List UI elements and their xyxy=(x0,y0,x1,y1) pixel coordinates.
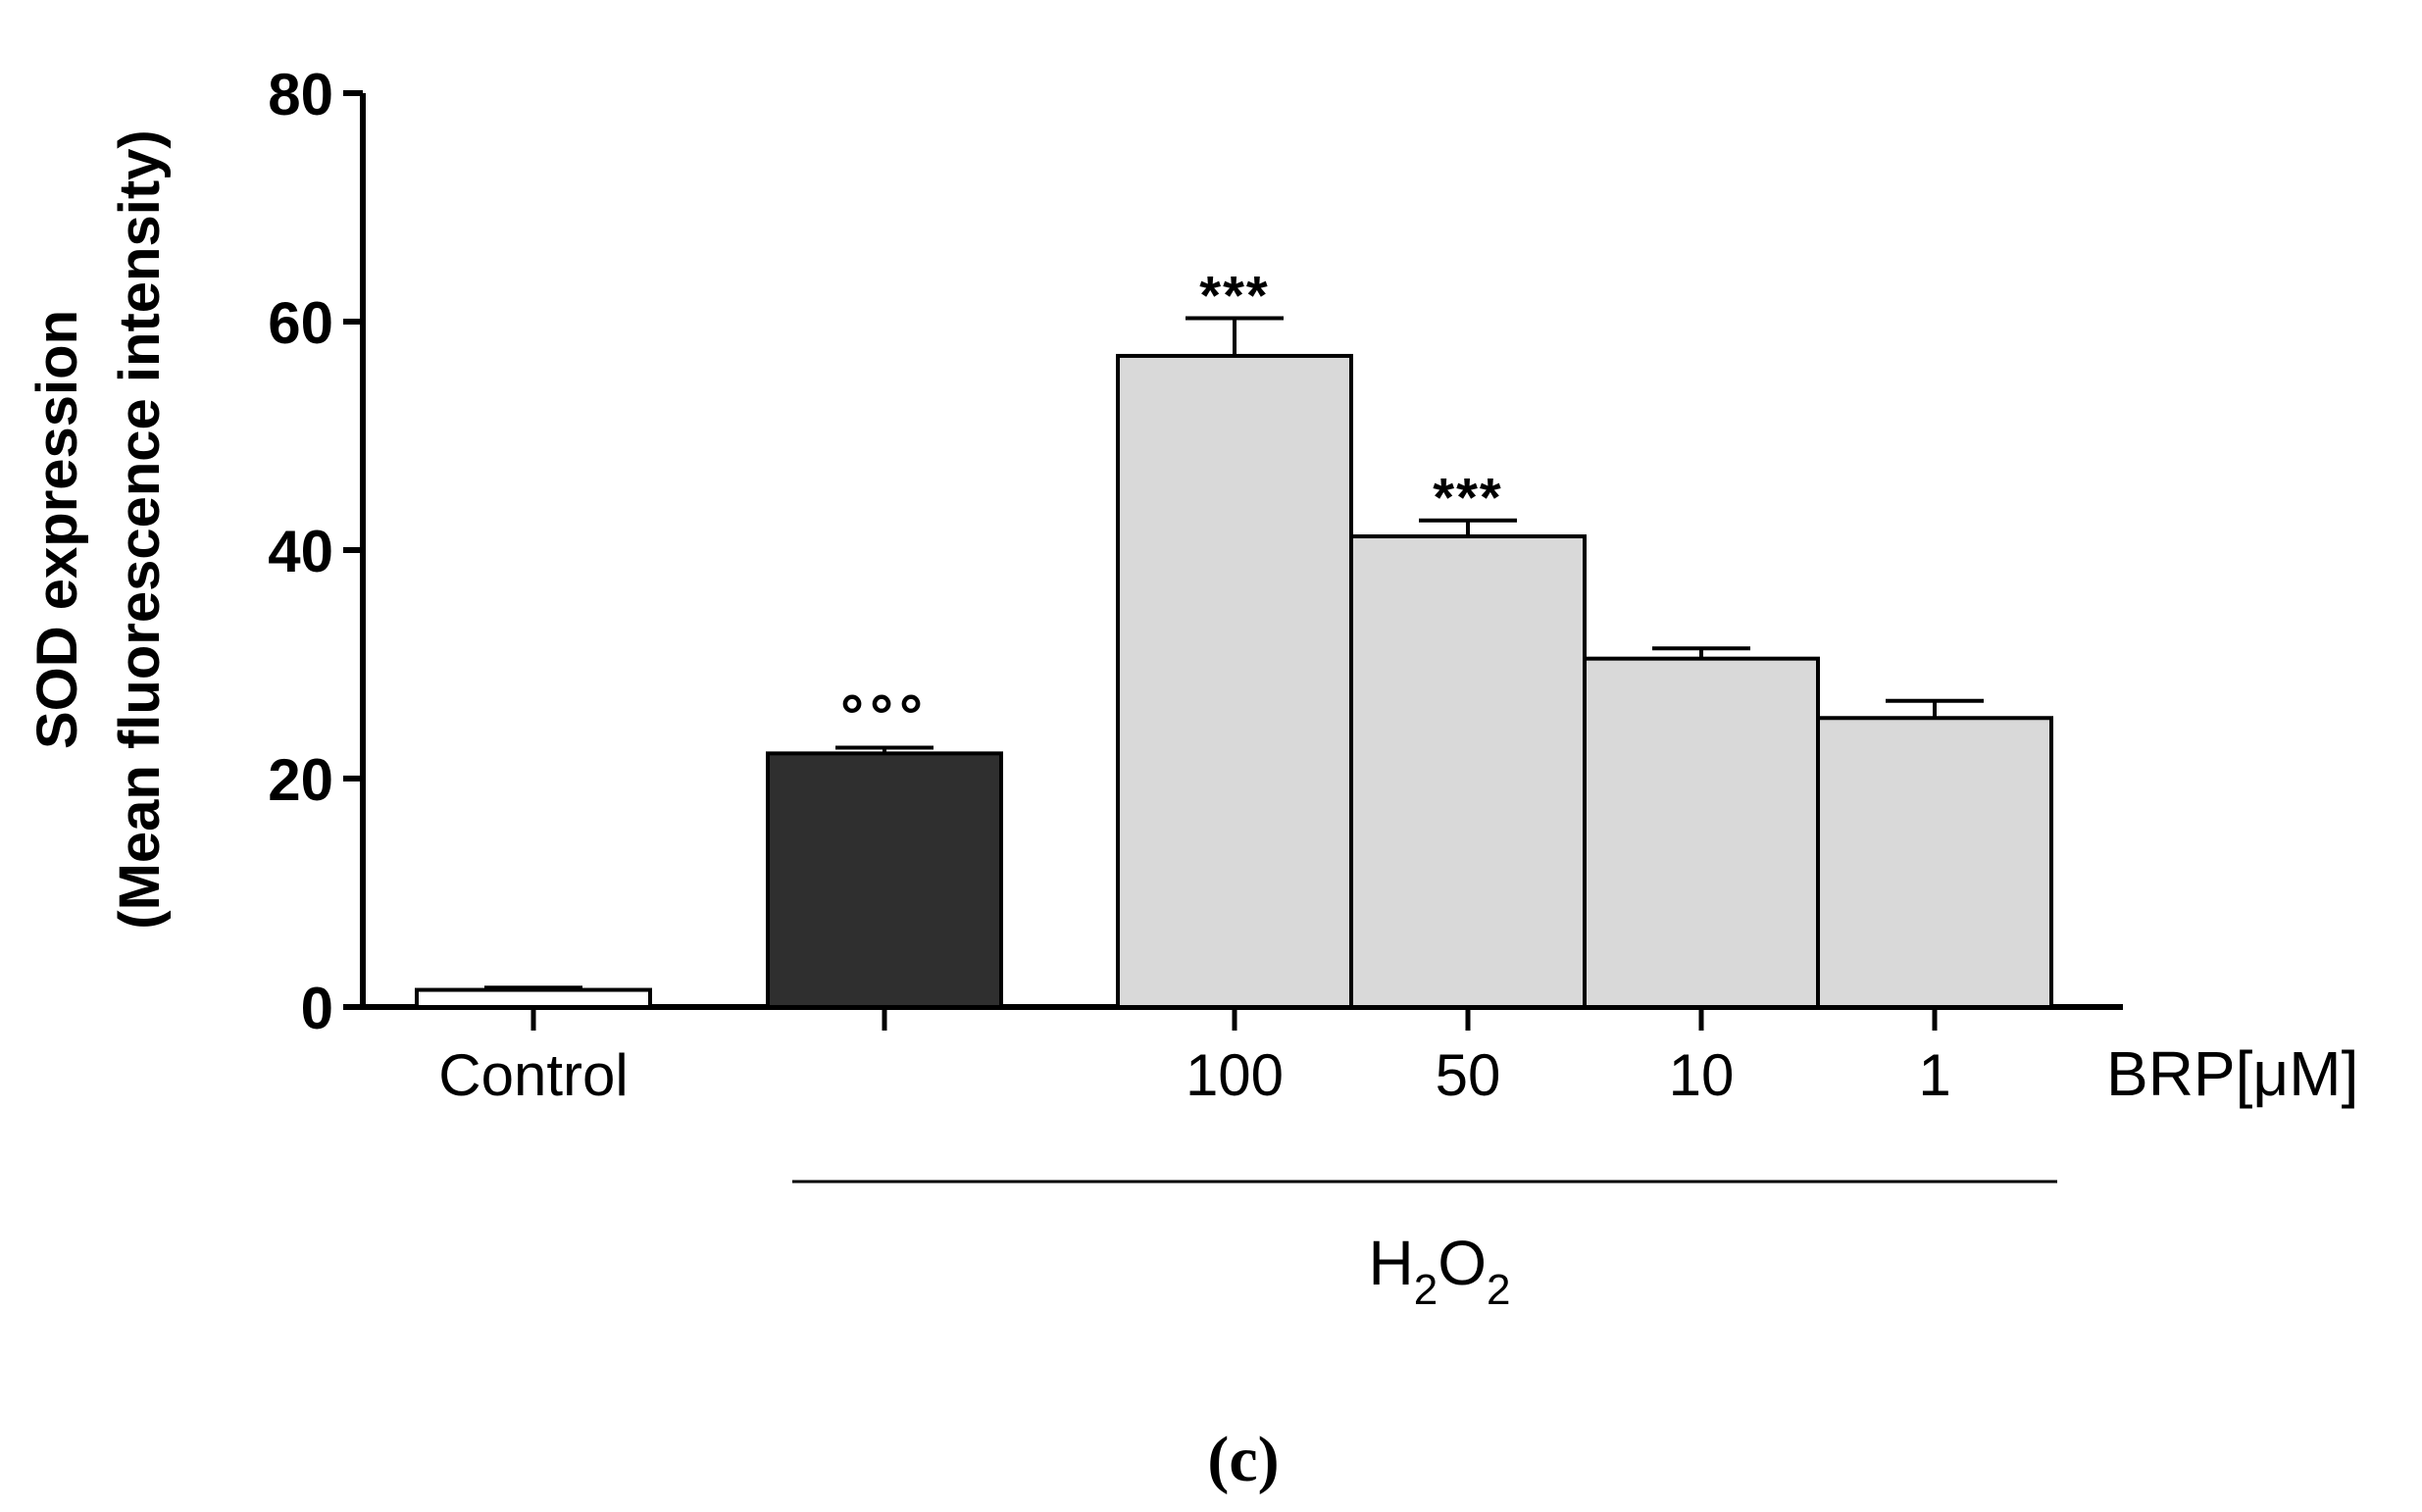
bar-2 xyxy=(1116,353,1353,1009)
y-axis-title-line1: SOD expression xyxy=(25,310,89,749)
y-tick-label-40: 40 xyxy=(268,519,333,584)
bars: °°° *** *** xyxy=(415,265,2053,1010)
x-tick-label-2: 100 xyxy=(1186,1042,1284,1108)
x-tick-label-0: Control xyxy=(438,1042,628,1108)
y-tick-label-20: 20 xyxy=(268,747,333,813)
annotation-3: *** xyxy=(1433,467,1502,529)
group-label-o: O xyxy=(1438,1228,1487,1298)
bar-1 xyxy=(766,751,1003,1009)
y-tick-label-0: 0 xyxy=(301,976,333,1041)
y-tick-label-80: 80 xyxy=(268,62,333,127)
x-tick-label-5: 1 xyxy=(1918,1042,1950,1108)
x-tick-label-3: 50 xyxy=(1436,1042,1501,1108)
annotation-1: °°° xyxy=(840,683,929,749)
bar-0 xyxy=(415,987,652,1010)
group-label: H2O2 xyxy=(1369,1228,1511,1314)
bar-4 xyxy=(1583,656,1820,1009)
bar-5 xyxy=(1816,716,2053,1009)
group-label-sub2: 2 xyxy=(1487,1266,1510,1314)
group-label-h: H xyxy=(1369,1228,1414,1298)
dose-axis-label: BRP[μM] xyxy=(2106,1038,2358,1109)
y-ticks: 0 20 40 60 80 xyxy=(268,62,363,1041)
x-tick-label-4: 10 xyxy=(1669,1042,1735,1108)
y-axis-title-line2: (Mean fluorescence intensity) xyxy=(108,129,172,929)
group-label-sub1: 2 xyxy=(1414,1266,1438,1314)
annotation-2: *** xyxy=(1199,265,1269,327)
x-ticks: Control 100 50 10 1 xyxy=(438,1007,1951,1108)
panel-label: (c) xyxy=(1207,1424,1279,1495)
y-axis-title: SOD expression (Mean fluorescence intens… xyxy=(25,129,172,929)
bar-3 xyxy=(1349,534,1587,1010)
y-tick-label-60: 60 xyxy=(268,290,333,356)
